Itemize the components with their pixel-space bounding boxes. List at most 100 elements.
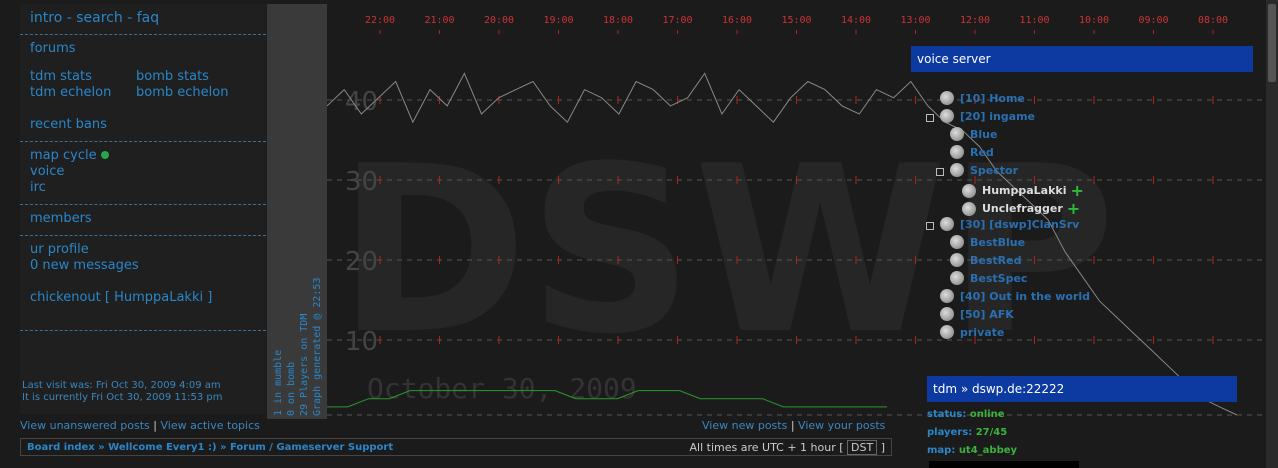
voice-channel[interactable]: BestSpec (950, 271, 1027, 285)
tdm-stats-link[interactable]: tdm stats (30, 69, 92, 84)
active-topics-link[interactable]: View active topics (160, 419, 260, 432)
x-tick-label: 12:00 (960, 15, 990, 26)
new-posts-link[interactable]: View new posts (702, 419, 788, 432)
tdm-echelon-link[interactable]: tdm echelon (30, 85, 112, 100)
voice-user[interactable]: HumppaLakki + (962, 181, 1084, 200)
y-tick-label: 30 (345, 167, 378, 197)
timezone-info: All times are UTC + 1 hour [ DST ] (689, 440, 885, 455)
expand-box-icon[interactable] (926, 222, 934, 230)
voice-row-label: BestBlue (970, 235, 1026, 249)
intro-link[interactable]: intro - (30, 10, 72, 26)
voice-channel[interactable]: Spector (950, 163, 1018, 177)
scrollbar[interactable] (1266, 0, 1278, 468)
user-block: ur profile 0 new messages chickenout [ H… (20, 236, 266, 331)
channel-icon (950, 271, 964, 285)
x-tick-label: 15:00 (781, 15, 811, 26)
voice-channel[interactable]: Blue (950, 127, 997, 141)
channel-icon (940, 217, 954, 231)
bomb-echelon-link[interactable]: bomb echelon (136, 85, 229, 100)
voice-channel[interactable]: Red (950, 145, 994, 159)
recent-bans-link[interactable]: recent bans (30, 117, 107, 132)
bottom-links-right: View new posts | View your posts (702, 419, 886, 432)
online-dot-icon (100, 151, 109, 159)
your-posts-link[interactable]: View your posts (798, 419, 886, 432)
map-cycle-link[interactable]: map cycle (30, 148, 97, 163)
messages-link[interactable]: 0 new messages (30, 258, 139, 273)
watermark: DSWP (337, 118, 1116, 385)
channel-icon (950, 253, 964, 267)
tdm-status: status: online (927, 409, 1005, 420)
voice-row-label: Blue (970, 127, 998, 141)
x-tick-label: 14:00 (841, 15, 871, 26)
tdm-panel: tdm » dswp.de:22222 status: online playe… (927, 376, 1237, 460)
current-time: It is currently Fri Oct 30, 2009 11:53 p… (22, 392, 223, 403)
x-tick-label: 20:00 (484, 15, 514, 26)
dst-toggle[interactable]: DST (847, 440, 878, 455)
voice-row-label: [40] Out in the world (960, 289, 1091, 303)
graph-side-panel (267, 4, 327, 419)
expand-box-icon[interactable] (926, 114, 934, 122)
channel-icon (940, 325, 954, 339)
tdm-players: players: 27/45 (927, 427, 1008, 438)
voice-channel[interactable]: [20] ingame (940, 109, 1035, 123)
tdm-server-title[interactable]: tdm » dswp.de:22222 (927, 376, 1237, 402)
voice-row-label: [20] ingame (960, 109, 1036, 123)
voice-row-label: [30] [dswp]ClanSrv (960, 217, 1080, 231)
voice-channel[interactable]: [40] Out in the world (940, 289, 1090, 303)
graph-generated: Graph generated @ 22:53 (312, 277, 323, 416)
voice-channel[interactable]: [10] Home (940, 91, 1025, 105)
y-tick-label: 40 (345, 87, 378, 117)
members-block: members (20, 205, 266, 236)
faq-link[interactable]: faq (136, 10, 160, 26)
bomb-count: 0 on bomb (286, 361, 297, 416)
x-tick-label: 08:00 (1198, 15, 1228, 26)
voice-row-label: Red (970, 145, 994, 159)
x-tick-label: 11:00 (1019, 15, 1049, 26)
voice-row-label: BestRed (970, 253, 1022, 267)
voice-channel[interactable]: BestRed (950, 253, 1021, 267)
channel-icon (940, 307, 954, 321)
x-tick-label: 18:00 (603, 15, 633, 26)
scrollbar-thumb[interactable] (1268, 4, 1276, 82)
voice-row-label: HumppaLakki (982, 184, 1067, 197)
last-visit: Last visit was: Fri Oct 30, 2009 4:09 am (22, 380, 221, 391)
voice-channel[interactable]: [50] AFK (940, 307, 1014, 321)
irc-link[interactable]: irc (30, 180, 46, 195)
graph-info-vertical: 1 in mumble 0 on bomb 29 Players on TDM … (272, 278, 324, 416)
tdm-map-bar (929, 461, 1079, 468)
members-link[interactable]: members (30, 211, 92, 226)
breadcrumb: Board index » Wellcome Every1 :) » Forum… (20, 438, 892, 456)
tdm-player-line (327, 72, 1238, 416)
x-tick-label: 16:00 (722, 15, 752, 26)
voice-channel[interactable]: BestBlue (950, 235, 1025, 249)
breadcrumb-path[interactable]: Board index » Wellcome Every1 :) » Forum… (27, 441, 394, 453)
x-tick-label: 10:00 (1079, 15, 1109, 26)
x-tick-label: 22:00 (365, 15, 395, 26)
voice-row-label: private (960, 325, 1005, 339)
voice-link[interactable]: voice (30, 164, 65, 179)
x-tick-label: 19:00 (543, 15, 573, 26)
voice-row-label: Spector (970, 163, 1019, 177)
tdm-count: 29 Players on TDM (299, 313, 310, 416)
voice-user[interactable]: Unclefragger + (962, 199, 1080, 218)
channel-icon (950, 127, 964, 141)
channel-icon (940, 109, 954, 123)
voice-channel[interactable]: [30] [dswp]ClanSrv (940, 217, 1079, 231)
visit-info: Last visit was: Fri Oct 30, 2009 4:09 am… (22, 380, 223, 404)
bomb-stats-link[interactable]: bomb stats (136, 69, 209, 84)
forums-link[interactable]: forums (30, 41, 76, 56)
date-label: October 30, 2009 (367, 372, 637, 405)
unanswered-link[interactable]: View unanswered posts (20, 419, 150, 432)
profile-link[interactable]: ur profile (30, 242, 89, 257)
menu-block: forums tdm stats bomb stats tdm echelon bo… (20, 35, 266, 142)
expand-box-icon[interactable] (936, 168, 944, 176)
search-link[interactable]: search - (76, 10, 133, 26)
y-tick-label: 10 (345, 327, 378, 357)
voice-row-label: [10] Home (960, 91, 1025, 105)
user-icon (962, 201, 976, 216)
logout-link[interactable]: chickenout [ HumppaLakki ] (30, 290, 213, 305)
voice-row-label: Unclefragger (982, 202, 1063, 215)
voice-channel[interactable]: private (940, 325, 1004, 339)
channel-icon (950, 145, 964, 159)
